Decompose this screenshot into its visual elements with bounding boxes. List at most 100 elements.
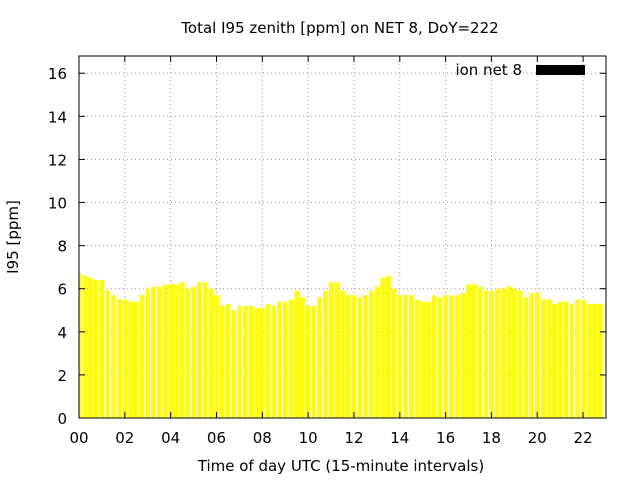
x-tick-label: 20 (528, 429, 547, 447)
bar (334, 282, 340, 418)
bar (563, 301, 569, 418)
y-tick-label: 8 (57, 238, 67, 256)
y-tick-label: 10 (48, 195, 67, 213)
x-tick-label: 18 (482, 429, 501, 447)
y-tick-label: 14 (48, 108, 67, 126)
bar (592, 303, 597, 418)
bar (288, 299, 294, 418)
bar (397, 295, 403, 418)
y-tick-label: 16 (48, 65, 67, 83)
x-axis-label: Time of day UTC (15-minute intervals) (197, 457, 484, 475)
bar (569, 303, 574, 418)
bar (179, 282, 185, 418)
bar (546, 299, 552, 418)
bar (99, 280, 105, 418)
bar (575, 299, 580, 418)
grid (79, 56, 606, 418)
y-tick-label: 0 (57, 410, 67, 428)
y-tick-label: 4 (57, 324, 67, 342)
bar (494, 288, 500, 418)
bar (162, 284, 168, 418)
bar (202, 282, 208, 418)
bar (340, 290, 345, 418)
bar (512, 288, 517, 418)
bar (408, 295, 414, 418)
x-tick-label: 02 (115, 429, 134, 447)
bar (517, 290, 523, 418)
bar (483, 290, 488, 418)
bar (471, 284, 477, 418)
bar (363, 295, 368, 418)
bar (248, 305, 254, 418)
bar (580, 299, 586, 418)
bar (443, 295, 448, 418)
bar (156, 286, 162, 418)
bar (597, 303, 603, 418)
bar (231, 310, 236, 418)
bar (426, 301, 431, 418)
bar (88, 277, 93, 418)
y-tick-label: 6 (57, 281, 67, 299)
bar (305, 305, 311, 418)
bar (265, 303, 271, 418)
bar (351, 295, 357, 418)
bar (414, 299, 420, 418)
bar (586, 303, 592, 418)
chart-title: Total I95 zenith [ppm] on NET 8, DoY=222 (180, 19, 498, 37)
bar (540, 299, 546, 418)
bar (145, 288, 151, 418)
bar (506, 286, 511, 418)
bar (345, 295, 351, 418)
bar (529, 293, 534, 418)
bar (477, 286, 483, 418)
bar (185, 288, 191, 418)
bar (489, 290, 494, 418)
bar (374, 286, 380, 418)
y-tick-label: 12 (48, 151, 67, 169)
legend-label: ion net 8 (455, 61, 522, 79)
x-tick-label: 16 (436, 429, 455, 447)
bar (214, 295, 219, 418)
bar (128, 301, 133, 418)
bar (139, 295, 145, 418)
x-tick-label: 10 (299, 429, 318, 447)
y-axis-label: I95 [ppm] (4, 200, 22, 274)
x-tick-label: 12 (344, 429, 363, 447)
x-tick-label: 14 (390, 429, 409, 447)
bar (254, 308, 259, 418)
bar (82, 275, 88, 418)
bar (368, 290, 374, 418)
x-tick-label: 08 (253, 429, 272, 447)
bar (523, 297, 529, 418)
bar (116, 299, 122, 418)
bar (93, 280, 99, 418)
bar (277, 301, 282, 418)
bar (271, 305, 277, 418)
bar (420, 301, 425, 418)
bar (437, 297, 443, 418)
bar (454, 295, 460, 418)
bar (552, 303, 557, 418)
bar (208, 288, 214, 418)
bar (449, 295, 454, 418)
bar (357, 297, 362, 418)
bar (431, 295, 437, 418)
bar (151, 286, 156, 418)
bar (105, 290, 110, 418)
bar (317, 297, 322, 418)
bar (282, 301, 288, 418)
bar (460, 293, 466, 418)
bar (300, 297, 305, 418)
bar (225, 303, 231, 418)
bar (534, 293, 540, 418)
bar (311, 305, 317, 418)
bar (111, 295, 116, 418)
bar (242, 305, 248, 418)
bar (386, 275, 391, 418)
bar (260, 308, 265, 418)
y-tick-label: 2 (57, 367, 67, 385)
bar (380, 277, 385, 418)
bar (323, 290, 328, 418)
